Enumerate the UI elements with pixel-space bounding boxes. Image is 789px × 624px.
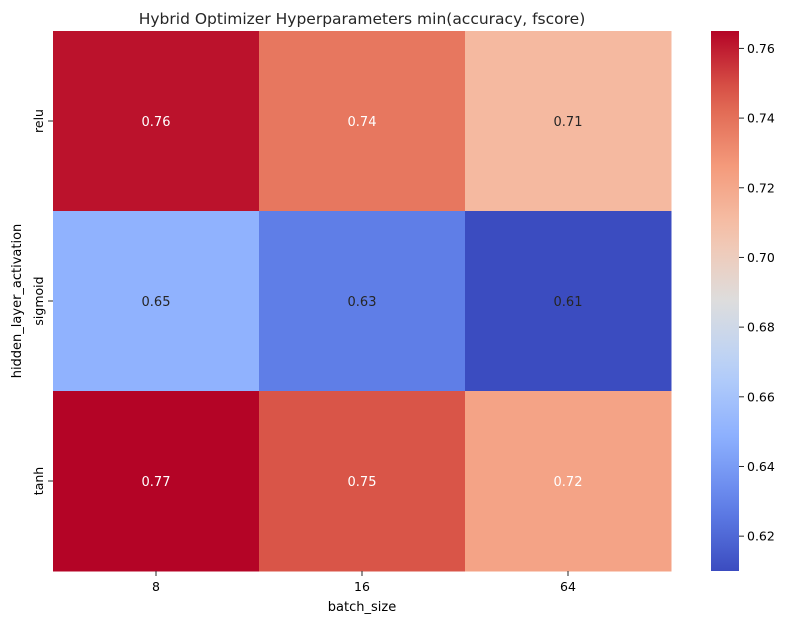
heatmap-cell (465, 31, 672, 212)
chart-title: Hybrid Optimizer Hyperparameters min(acc… (139, 10, 586, 28)
x-tick-label: 64 (560, 579, 576, 594)
cell-annotation: 0.72 (554, 475, 583, 490)
colorbar-axis: 0.62 0.64 0.66 0.68 0.70 0.72 0.74 0.76 (739, 41, 775, 544)
y-axis: relu sigmoid tanh (31, 109, 53, 495)
heatmap-cell (259, 391, 466, 572)
colorbar-tick-label: 0.72 (747, 180, 775, 195)
cell-annotation: 0.74 (348, 115, 377, 130)
heatmap-cells: 0.76 0.74 0.71 0.65 0.63 0.61 0.77 0.75 0.72 (53, 31, 672, 572)
colorbar (711, 31, 739, 571)
colorbar-tick-label: 0.64 (747, 459, 775, 474)
y-tick-label: sigmoid (31, 276, 46, 325)
heatmap-cell (53, 211, 260, 392)
heatmap-cell (259, 211, 466, 392)
heatmap-cell (53, 31, 260, 212)
x-tick-label: 8 (152, 579, 160, 594)
x-axis-label: batch_size (328, 600, 396, 615)
cell-annotation: 0.63 (348, 295, 377, 310)
y-tick-label: relu (31, 109, 46, 133)
colorbar-tick-label: 0.76 (747, 41, 775, 56)
heatmap-cell (53, 391, 260, 572)
colorbar-tick-label: 0.70 (747, 250, 775, 265)
x-axis: 8 16 64 (152, 571, 576, 594)
y-tick-label: tanh (31, 467, 46, 495)
cell-annotation: 0.76 (142, 115, 171, 130)
x-tick-label: 16 (354, 579, 370, 594)
colorbar-tick-label: 0.66 (747, 389, 775, 404)
cell-annotation: 0.61 (554, 295, 583, 310)
colorbar-tick-label: 0.62 (747, 529, 775, 544)
cell-annotation: 0.71 (554, 115, 583, 130)
colorbar-tick-label: 0.74 (747, 111, 775, 126)
heatmap-cell (465, 211, 672, 392)
colorbar-tick-label: 0.68 (747, 320, 775, 335)
cell-annotation: 0.75 (348, 475, 377, 490)
cell-annotation: 0.77 (142, 475, 171, 490)
cell-annotation: 0.65 (142, 295, 171, 310)
y-axis-label: hidden_layer_activation (10, 224, 25, 379)
heatmap-cell (259, 31, 466, 212)
heatmap-cell (465, 391, 672, 572)
